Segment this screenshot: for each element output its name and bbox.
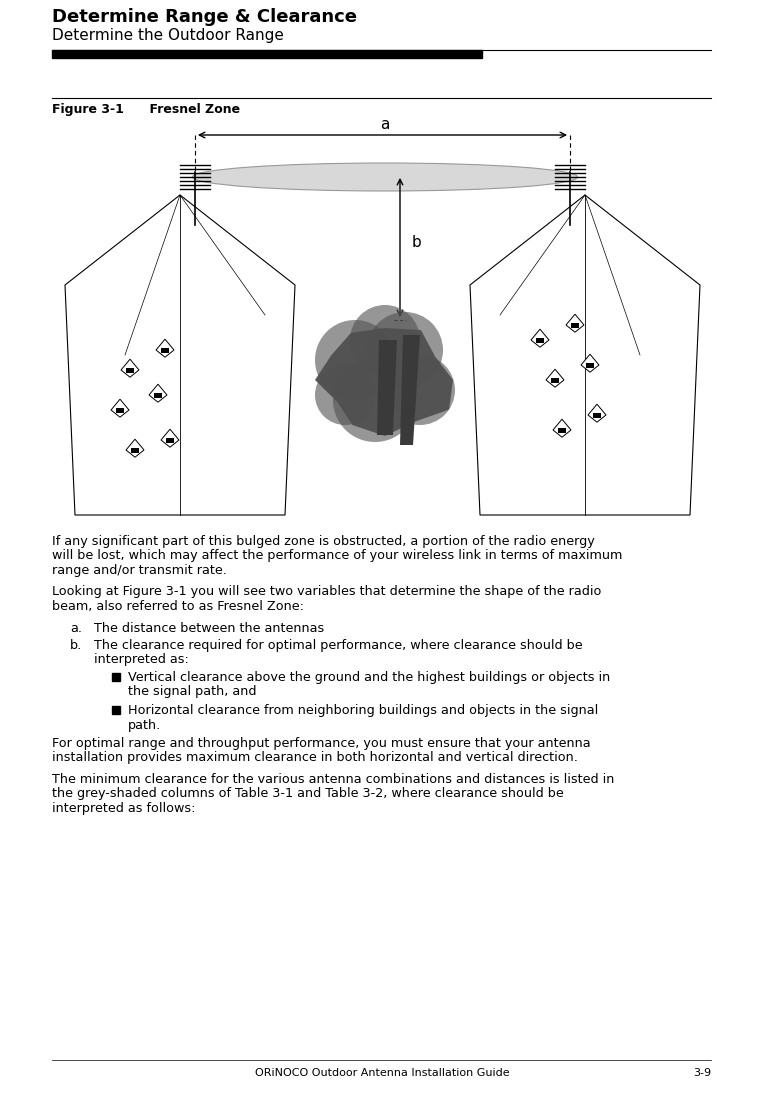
- Bar: [117, 408, 124, 412]
- Text: The distance between the antennas: The distance between the antennas: [94, 621, 324, 635]
- Text: installation provides maximum clearance in both horizontal and vertical directio: installation provides maximum clearance …: [52, 752, 578, 765]
- Text: Determine the Outdoor Range: Determine the Outdoor Range: [52, 28, 284, 43]
- Circle shape: [315, 321, 395, 400]
- Text: Fresnel Zone: Fresnel Zone: [132, 103, 240, 116]
- Polygon shape: [111, 399, 129, 417]
- Text: Determine Range & Clearance: Determine Range & Clearance: [52, 8, 357, 26]
- Polygon shape: [588, 404, 606, 422]
- Bar: [536, 338, 543, 342]
- Circle shape: [350, 305, 420, 375]
- Text: 3-9: 3-9: [693, 1068, 711, 1078]
- Bar: [559, 428, 565, 433]
- Ellipse shape: [192, 163, 578, 191]
- Polygon shape: [531, 329, 549, 347]
- Polygon shape: [546, 369, 564, 387]
- Text: path.: path.: [128, 719, 161, 732]
- Polygon shape: [400, 335, 420, 445]
- Polygon shape: [470, 195, 700, 515]
- Text: Vertical clearance above the ground and the highest buildings or objects in: Vertical clearance above the ground and …: [128, 671, 610, 684]
- Text: interpreted as:: interpreted as:: [94, 653, 189, 666]
- Text: For optimal range and throughput performance, you must ensure that your antenna: For optimal range and throughput perform…: [52, 737, 591, 750]
- Polygon shape: [121, 359, 139, 377]
- Polygon shape: [315, 328, 453, 437]
- Text: If any significant part of this bulged zone is obstructed, a portion of the radi: If any significant part of this bulged z…: [52, 535, 594, 548]
- Bar: [571, 323, 578, 328]
- Bar: [587, 363, 594, 368]
- Text: Horizontal clearance from neighboring buildings and objects in the signal: Horizontal clearance from neighboring bu…: [128, 705, 598, 717]
- Circle shape: [333, 358, 417, 442]
- Text: b: b: [412, 235, 422, 251]
- Text: the signal path, and: the signal path, and: [128, 686, 256, 698]
- Text: The minimum clearance for the various antenna combinations and distances is list: The minimum clearance for the various an…: [52, 773, 614, 785]
- Bar: [166, 439, 174, 443]
- Bar: [131, 449, 139, 453]
- Text: b.: b.: [70, 639, 82, 652]
- Bar: [112, 673, 120, 680]
- Text: the grey-shaded columns of Table 3-1 and Table 3-2, where clearance should be: the grey-shaded columns of Table 3-1 and…: [52, 788, 564, 801]
- Text: ORiNOCO Outdoor Antenna Installation Guide: ORiNOCO Outdoor Antenna Installation Gui…: [255, 1068, 510, 1078]
- Text: Figure 3-1: Figure 3-1: [52, 103, 124, 116]
- Polygon shape: [581, 354, 599, 372]
- Text: Looking at Figure 3-1 you will see two variables that determine the shape of the: Looking at Figure 3-1 you will see two v…: [52, 585, 601, 598]
- Bar: [552, 379, 559, 383]
- Bar: [52, 50, 482, 58]
- Text: will be lost, which may affect the performance of your wireless link in terms of: will be lost, which may affect the perfo…: [52, 549, 623, 562]
- Circle shape: [385, 354, 455, 424]
- Polygon shape: [566, 314, 584, 333]
- Polygon shape: [149, 384, 167, 403]
- Circle shape: [315, 365, 375, 424]
- Polygon shape: [161, 429, 179, 447]
- Text: a: a: [380, 117, 390, 132]
- Bar: [112, 706, 120, 714]
- Bar: [594, 414, 600, 418]
- Text: interpreted as follows:: interpreted as follows:: [52, 802, 195, 815]
- Polygon shape: [126, 439, 144, 457]
- Text: beam, also referred to as Fresnel Zone:: beam, also referred to as Fresnel Zone:: [52, 600, 304, 613]
- Text: The clearance required for optimal performance, where clearance should be: The clearance required for optimal perfo…: [94, 639, 583, 652]
- Polygon shape: [553, 419, 571, 438]
- Circle shape: [367, 312, 443, 388]
- Bar: [127, 369, 134, 373]
- Text: a.: a.: [70, 621, 82, 635]
- Polygon shape: [65, 195, 295, 515]
- Polygon shape: [377, 340, 397, 435]
- Bar: [162, 348, 169, 352]
- Text: range and/or transmit rate.: range and/or transmit rate.: [52, 565, 227, 577]
- Polygon shape: [156, 339, 174, 358]
- Bar: [154, 393, 162, 398]
